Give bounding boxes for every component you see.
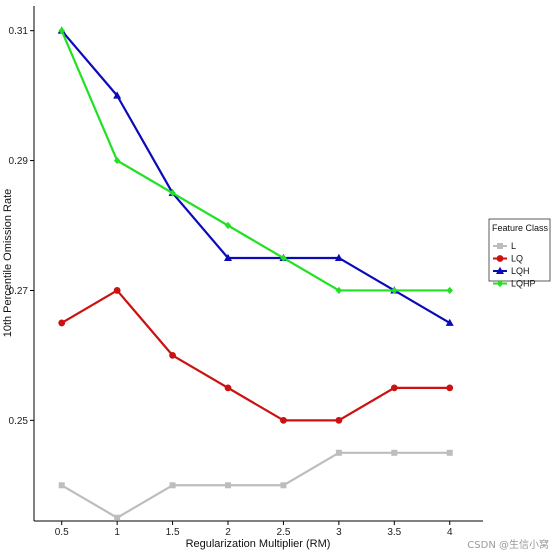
legend: Feature Class L LQ LQH LQHP <box>488 218 551 289</box>
data-point-lq <box>58 319 66 327</box>
series-line-lq <box>61 289 450 422</box>
legend-swatch-marker <box>496 255 504 262</box>
data-point-lqhp <box>224 221 232 230</box>
legend-label: LQH <box>511 266 530 276</box>
data-point-lqh <box>445 318 454 326</box>
data-point-lqh <box>224 253 233 261</box>
x-axis-title: Regularization Multiplier (RM) <box>186 538 331 550</box>
series-line-lqhp <box>60 30 450 292</box>
data-point-lqh <box>334 253 343 261</box>
y-axis-title: 10th Percentile Omission Rate <box>2 189 14 338</box>
y-tick-label: 0.29 <box>9 156 29 167</box>
x-tick-label: 1 <box>114 527 120 538</box>
data-point-l <box>446 449 453 456</box>
data-point-lqhp <box>446 286 453 295</box>
data-point-lqhp <box>169 189 176 197</box>
data-point-l <box>335 449 342 456</box>
legend-label: LQHP <box>511 279 536 289</box>
watermark: CSDN @生信小窝 <box>467 540 549 551</box>
data-point-l <box>169 482 176 489</box>
legend-item-lq: LQ <box>493 254 523 264</box>
series-line-l <box>61 451 450 519</box>
legend-item-l: L <box>493 241 516 251</box>
y-tick-label: 0.25 <box>9 416 29 427</box>
y-tick-label: 0.31 <box>9 26 29 37</box>
data-point-lqhp <box>391 286 398 295</box>
data-point-l <box>114 514 121 521</box>
data-point-l <box>391 449 398 456</box>
data-point-lq <box>280 416 287 424</box>
x-tick-label: 4 <box>447 527 453 538</box>
x-tick-label: 0.5 <box>55 527 69 538</box>
data-point-lq <box>169 351 176 359</box>
x-tick-label: 2.5 <box>276 527 290 538</box>
legend-item-lqh: LQH <box>493 266 530 276</box>
data-point-l <box>225 482 232 489</box>
x-tick-label: 3 <box>336 527 342 538</box>
x-tick-label: 3.5 <box>387 527 401 538</box>
data-point-lqhp <box>58 27 65 35</box>
data-point-lqhp <box>335 286 343 295</box>
legend-swatch-marker <box>496 266 504 274</box>
legend-label: LQ <box>511 254 523 264</box>
y-tick-label: 0.27 <box>9 286 29 297</box>
x-axis-ticks: 0.5 1 1.5 2 2.5 3 3.5 4 <box>55 521 453 538</box>
legend-items: L LQ LQH LQHP <box>493 241 536 289</box>
data-point-l <box>280 482 287 489</box>
data-point-lq <box>390 384 398 392</box>
legend-item-lqhp: LQHP <box>493 279 536 289</box>
data-point-lq <box>335 416 343 424</box>
y-axis-ticks: 0.25 0.27 0.29 0.31 <box>9 26 34 427</box>
data-point-lq <box>446 384 454 392</box>
series-line-lqh <box>60 29 451 324</box>
legend-swatch-marker <box>496 279 504 288</box>
data-point-lq <box>113 287 121 294</box>
data-point-l <box>58 482 65 489</box>
series-lqhp <box>58 27 453 295</box>
x-tick-label: 1.5 <box>166 527 180 538</box>
data-point-lq <box>224 384 232 392</box>
legend-swatch-marker <box>497 243 503 249</box>
legend-label: L <box>511 241 516 251</box>
series-lqh <box>57 26 454 326</box>
series-lq <box>58 287 454 424</box>
data-point-lqhp <box>113 156 121 165</box>
series-layer <box>57 26 454 521</box>
plot-frame <box>33 6 483 522</box>
series-l <box>58 449 453 521</box>
legend-title: Feature Class <box>492 223 549 233</box>
x-tick-label: 2 <box>225 527 231 538</box>
data-point-lqhp <box>280 254 287 262</box>
data-point-lqh <box>113 91 122 99</box>
